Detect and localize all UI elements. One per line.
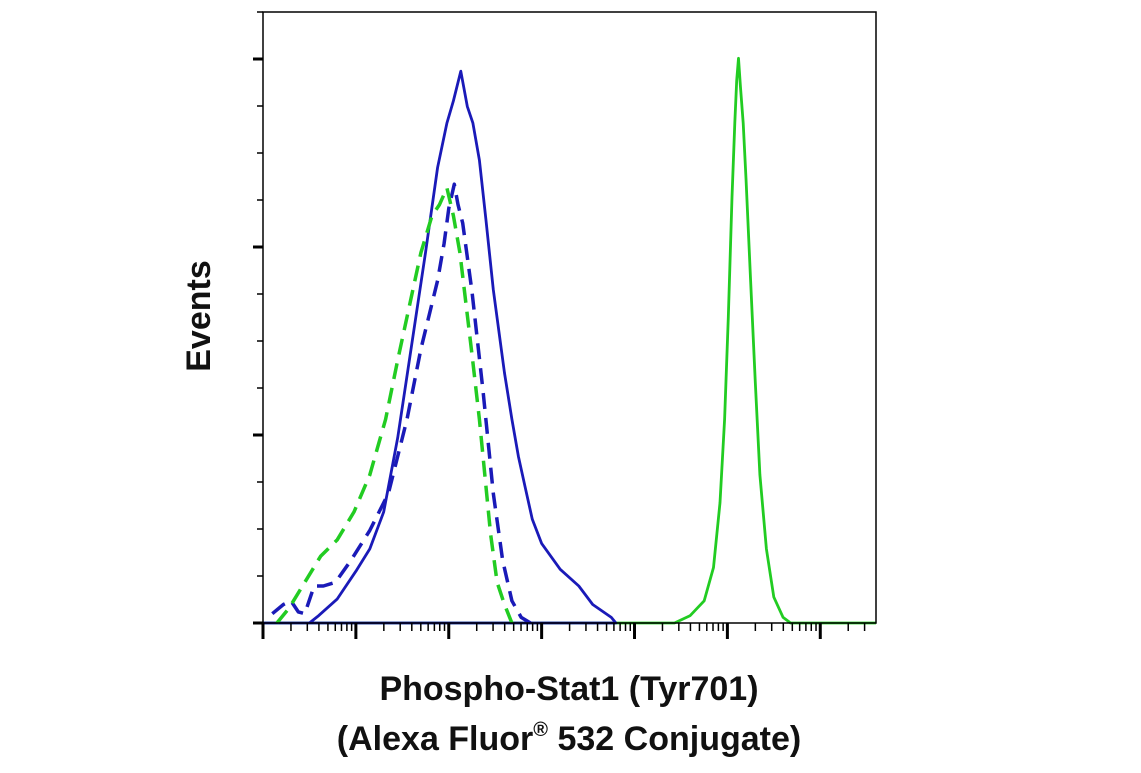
y-axis-ticks	[253, 11, 263, 625]
x-axis-label-line1: Phospho-Stat1 (Tyr701)	[379, 670, 758, 708]
series-line-3	[271, 182, 532, 625]
x-axis-label-line2-sup: ®	[533, 719, 548, 741]
series-line-2	[263, 69, 618, 625]
x-axis-label-line2-main: (Alexa Fluor	[337, 720, 533, 758]
plot-frame	[262, 11, 877, 624]
series-curves	[263, 56, 876, 625]
y-axis-label: Events	[180, 260, 218, 372]
series-line-4	[275, 186, 514, 625]
x-axis-label-line2-rest: 532 Conjugate)	[548, 720, 801, 758]
series-line-1	[263, 56, 876, 625]
x-axis-label-line2: (Alexa Fluor® 532 Conjugate)	[337, 719, 801, 758]
x-axis-ticks	[261, 623, 866, 639]
